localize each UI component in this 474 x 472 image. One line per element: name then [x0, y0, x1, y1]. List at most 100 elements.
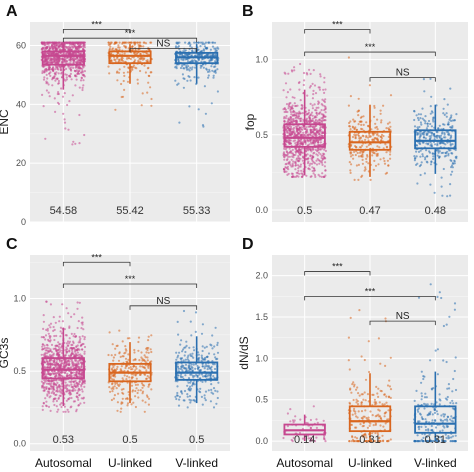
data-point: [147, 397, 151, 400]
data-point: [64, 334, 67, 337]
data-point: [312, 130, 315, 133]
data-point: [63, 92, 66, 95]
data-point: [324, 149, 327, 152]
data-point: [438, 124, 441, 127]
data-point: [317, 112, 320, 115]
data-point: [48, 360, 51, 363]
data-point: [372, 132, 375, 135]
data-point: [430, 95, 433, 98]
data-point: [114, 58, 117, 62]
data-point: [52, 56, 55, 60]
data-point: [145, 394, 149, 397]
data-point: [319, 75, 322, 78]
data-point: [441, 194, 444, 197]
data-point: [74, 389, 77, 392]
data-point: [359, 423, 362, 426]
data-point: [124, 45, 127, 49]
data-point: [420, 123, 423, 126]
data-point: [299, 119, 302, 122]
data-point: [369, 422, 372, 425]
data-point: [74, 371, 77, 374]
data-point: [446, 395, 449, 399]
data-point: [83, 133, 86, 137]
data-point: [60, 385, 63, 388]
data-point: [377, 134, 380, 137]
data-point: [65, 307, 68, 310]
data-point: [63, 59, 66, 63]
data-point: [44, 349, 47, 352]
data-point: [313, 84, 317, 87]
data-point: [387, 164, 390, 167]
data-point: [54, 321, 57, 324]
data-point: [448, 118, 451, 121]
data-point: [287, 141, 290, 144]
data-point: [324, 169, 327, 172]
data-point: [389, 356, 392, 359]
data-point: [354, 135, 357, 138]
data-point: [432, 120, 435, 123]
data-point: [145, 369, 148, 372]
data-point: [46, 77, 49, 80]
data-point: [431, 419, 434, 422]
data-point: [293, 114, 296, 117]
data-point: [283, 158, 286, 161]
data-point: [45, 382, 49, 385]
data-point: [61, 95, 65, 98]
data-point: [68, 391, 71, 394]
data-point: [74, 353, 77, 357]
data-point: [312, 93, 315, 96]
data-point: [65, 399, 68, 402]
data-point: [134, 405, 137, 409]
data-point: [127, 66, 130, 69]
data-point: [179, 66, 183, 70]
data-point: [41, 348, 44, 351]
data-point: [310, 111, 314, 114]
data-point: [63, 121, 67, 124]
data-point: [80, 327, 83, 330]
data-point: [49, 373, 52, 377]
data-point: [60, 346, 63, 349]
data-point: [445, 323, 448, 326]
data-point: [359, 146, 362, 149]
data-point: [189, 373, 192, 376]
data-point: [146, 356, 149, 359]
data-point: [385, 146, 389, 149]
data-point: [201, 41, 204, 44]
data-point: [113, 373, 116, 376]
data-point: [69, 60, 72, 63]
data-point: [380, 135, 383, 138]
data-point: [364, 409, 367, 412]
data-point: [122, 79, 125, 83]
data-point: [431, 152, 434, 155]
data-point: [50, 45, 53, 48]
data-point: [58, 315, 61, 318]
data-point: [449, 173, 453, 176]
data-point: [147, 385, 150, 388]
data-point: [121, 41, 124, 44]
data-point: [78, 69, 81, 72]
data-point: [148, 376, 151, 379]
data-point: [108, 331, 111, 334]
data-point: [182, 77, 185, 80]
data-point: [323, 148, 326, 151]
data-point: [387, 409, 390, 412]
data-point: [72, 59, 75, 62]
data-point: [305, 126, 308, 129]
data-point: [368, 424, 371, 427]
data-point: [182, 63, 186, 66]
data-point: [184, 41, 187, 44]
y-tick-label: 0.5: [13, 366, 26, 376]
data-point: [443, 98, 446, 101]
data-point: [180, 339, 183, 342]
data-point: [319, 125, 322, 129]
data-point: [362, 433, 366, 436]
data-point: [383, 159, 386, 163]
data-point: [183, 354, 186, 357]
data-point: [77, 363, 80, 366]
data-point: [321, 98, 324, 101]
data-point: [418, 425, 421, 428]
data-point: [52, 379, 55, 382]
data-point: [43, 389, 46, 392]
data-point: [286, 165, 289, 168]
data-point: [387, 128, 391, 131]
